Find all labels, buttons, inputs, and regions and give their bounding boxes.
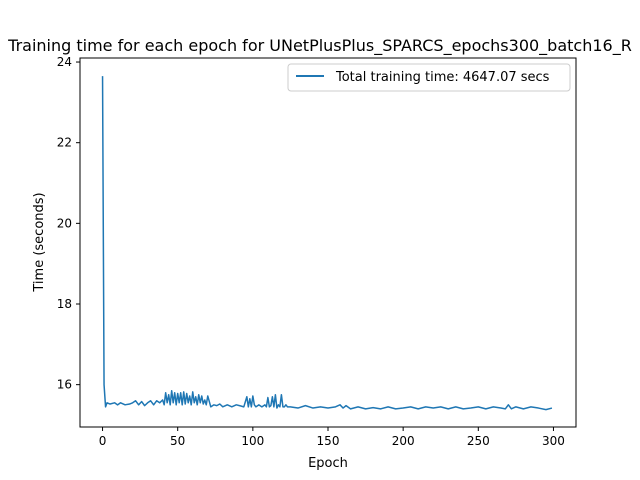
y-tick-label: 24 [57, 55, 72, 69]
x-tick-label: 50 [170, 434, 185, 448]
x-tick-label: 250 [467, 434, 490, 448]
x-tick-label: 200 [392, 434, 415, 448]
series-layer [101, 76, 553, 411]
x-tick-label: 300 [542, 434, 565, 448]
plot-area [79, 57, 577, 428]
legend-box [287, 63, 571, 92]
y-tick-label: 16 [57, 378, 72, 392]
y-axis-label: Time (seconds) [32, 192, 47, 292]
x-tick-label: 150 [317, 434, 340, 448]
legend: Total training time: 4647.07 secs [287, 63, 571, 92]
x-axis-label: Epoch [308, 456, 348, 471]
y-tick-label: 18 [57, 297, 72, 311]
y-tick-label: 20 [57, 216, 72, 230]
x-tick-label: 100 [241, 434, 264, 448]
y-axis: 16 18 20 22 24 [57, 55, 80, 392]
legend-entry-label: Total training time: 4647.07 secs [335, 70, 550, 85]
chart-title: Training time for each epoch for UNetPlu… [7, 36, 632, 56]
x-axis: 0 50 100 150 200 250 300 [99, 427, 565, 448]
series-line [101, 76, 553, 411]
x-tick-label: 0 [99, 434, 107, 448]
y-tick-label: 22 [57, 136, 72, 150]
